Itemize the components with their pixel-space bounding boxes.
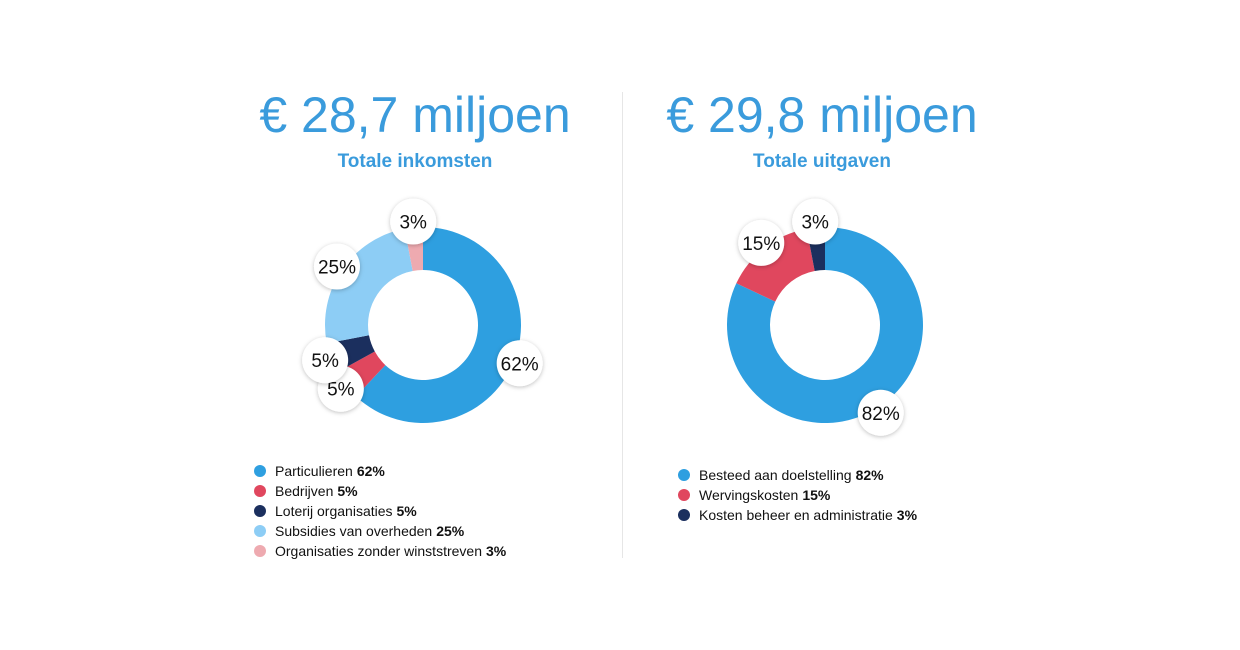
- divider: [622, 92, 623, 558]
- income-legend: Particulieren 62% Bedrijven 5% Loterij organ…: [254, 461, 506, 561]
- legend-value: 82%: [855, 467, 884, 483]
- data-label: 3%: [390, 198, 437, 245]
- data-label: 15%: [738, 219, 785, 266]
- legend-label: Loterij organisaties: [275, 503, 393, 519]
- legend-dot-icon: [254, 525, 266, 537]
- data-label: 5%: [302, 337, 349, 384]
- legend-item: Wervingskosten 15%: [678, 485, 917, 505]
- legend-value: 3%: [896, 507, 918, 523]
- legend-dot-icon: [254, 545, 266, 557]
- legend-value: 62%: [356, 463, 385, 479]
- legend-label: Organisaties zonder winststreven: [275, 543, 482, 559]
- legend-value: 25%: [436, 523, 465, 539]
- expense-title: Totale uitgaven: [753, 151, 891, 172]
- data-label-text: 15%: [742, 234, 780, 255]
- legend-item: Organisaties zonder winststreven 3%: [254, 541, 506, 561]
- data-label-bubble: [738, 219, 785, 266]
- income-total: € 28,7 miljoen: [259, 87, 571, 143]
- legend-value: 5%: [396, 503, 417, 519]
- income-title: Totale inkomsten: [337, 151, 493, 172]
- legend-item: Particulieren 62%: [254, 461, 506, 481]
- expense-legend: Besteed aan doelstelling 82% Wervingskoste…: [678, 465, 917, 525]
- legend-value: 15%: [802, 487, 831, 503]
- data-label-text: 3%: [399, 212, 427, 233]
- legend-dot-icon: [678, 489, 690, 501]
- data-label-text: 62%: [501, 354, 539, 375]
- data-label-text: 5%: [311, 351, 339, 372]
- data-label: 82%: [857, 389, 904, 436]
- legend-item: Kosten beheer en administratie 3%: [678, 505, 917, 525]
- legend-label: Bedrijven: [275, 483, 334, 499]
- data-label: 62%: [496, 340, 543, 387]
- legend-item: Besteed aan doelstelling 82%: [678, 465, 917, 485]
- legend-dot-icon: [678, 469, 690, 481]
- donut-slice: [727, 227, 923, 423]
- data-label-bubble: [857, 389, 904, 436]
- data-label-bubble: [390, 198, 437, 245]
- legend-value: 3%: [486, 543, 507, 559]
- data-label-text: 3%: [801, 212, 829, 233]
- legend-dot-icon: [678, 509, 690, 521]
- legend-dot-icon: [254, 465, 266, 477]
- data-label: 3%: [792, 198, 839, 245]
- data-label: 25%: [313, 243, 360, 290]
- data-label-bubble: [792, 198, 839, 245]
- legend-label: Kosten beheer en administratie: [699, 507, 893, 523]
- legend-item: Subsidies van overheden 25%: [254, 521, 506, 541]
- legend-label: Subsidies van overheden: [275, 523, 433, 539]
- legend-value: 5%: [337, 483, 358, 499]
- legend-label: Particulieren: [275, 463, 353, 479]
- donut-slice: [355, 227, 521, 423]
- legend-item: Loterij organisaties 5%: [254, 501, 506, 521]
- legend-label: Besteed aan doelstelling: [699, 467, 852, 483]
- data-label-text: 5%: [327, 380, 355, 401]
- legend-dot-icon: [254, 485, 266, 497]
- donut-slice: [736, 228, 815, 302]
- donut-slice: [325, 228, 413, 344]
- data-label-bubble: [496, 340, 543, 387]
- legend-item: Bedrijven 5%: [254, 481, 506, 501]
- data-label-bubble: [302, 337, 349, 384]
- legend-label: Wervingskosten: [699, 487, 799, 503]
- data-label-bubble: [313, 243, 360, 290]
- data-label-text: 25%: [318, 258, 356, 279]
- expense-total: € 29,8 miljoen: [666, 87, 978, 143]
- data-label-text: 82%: [862, 404, 900, 425]
- legend-dot-icon: [254, 505, 266, 517]
